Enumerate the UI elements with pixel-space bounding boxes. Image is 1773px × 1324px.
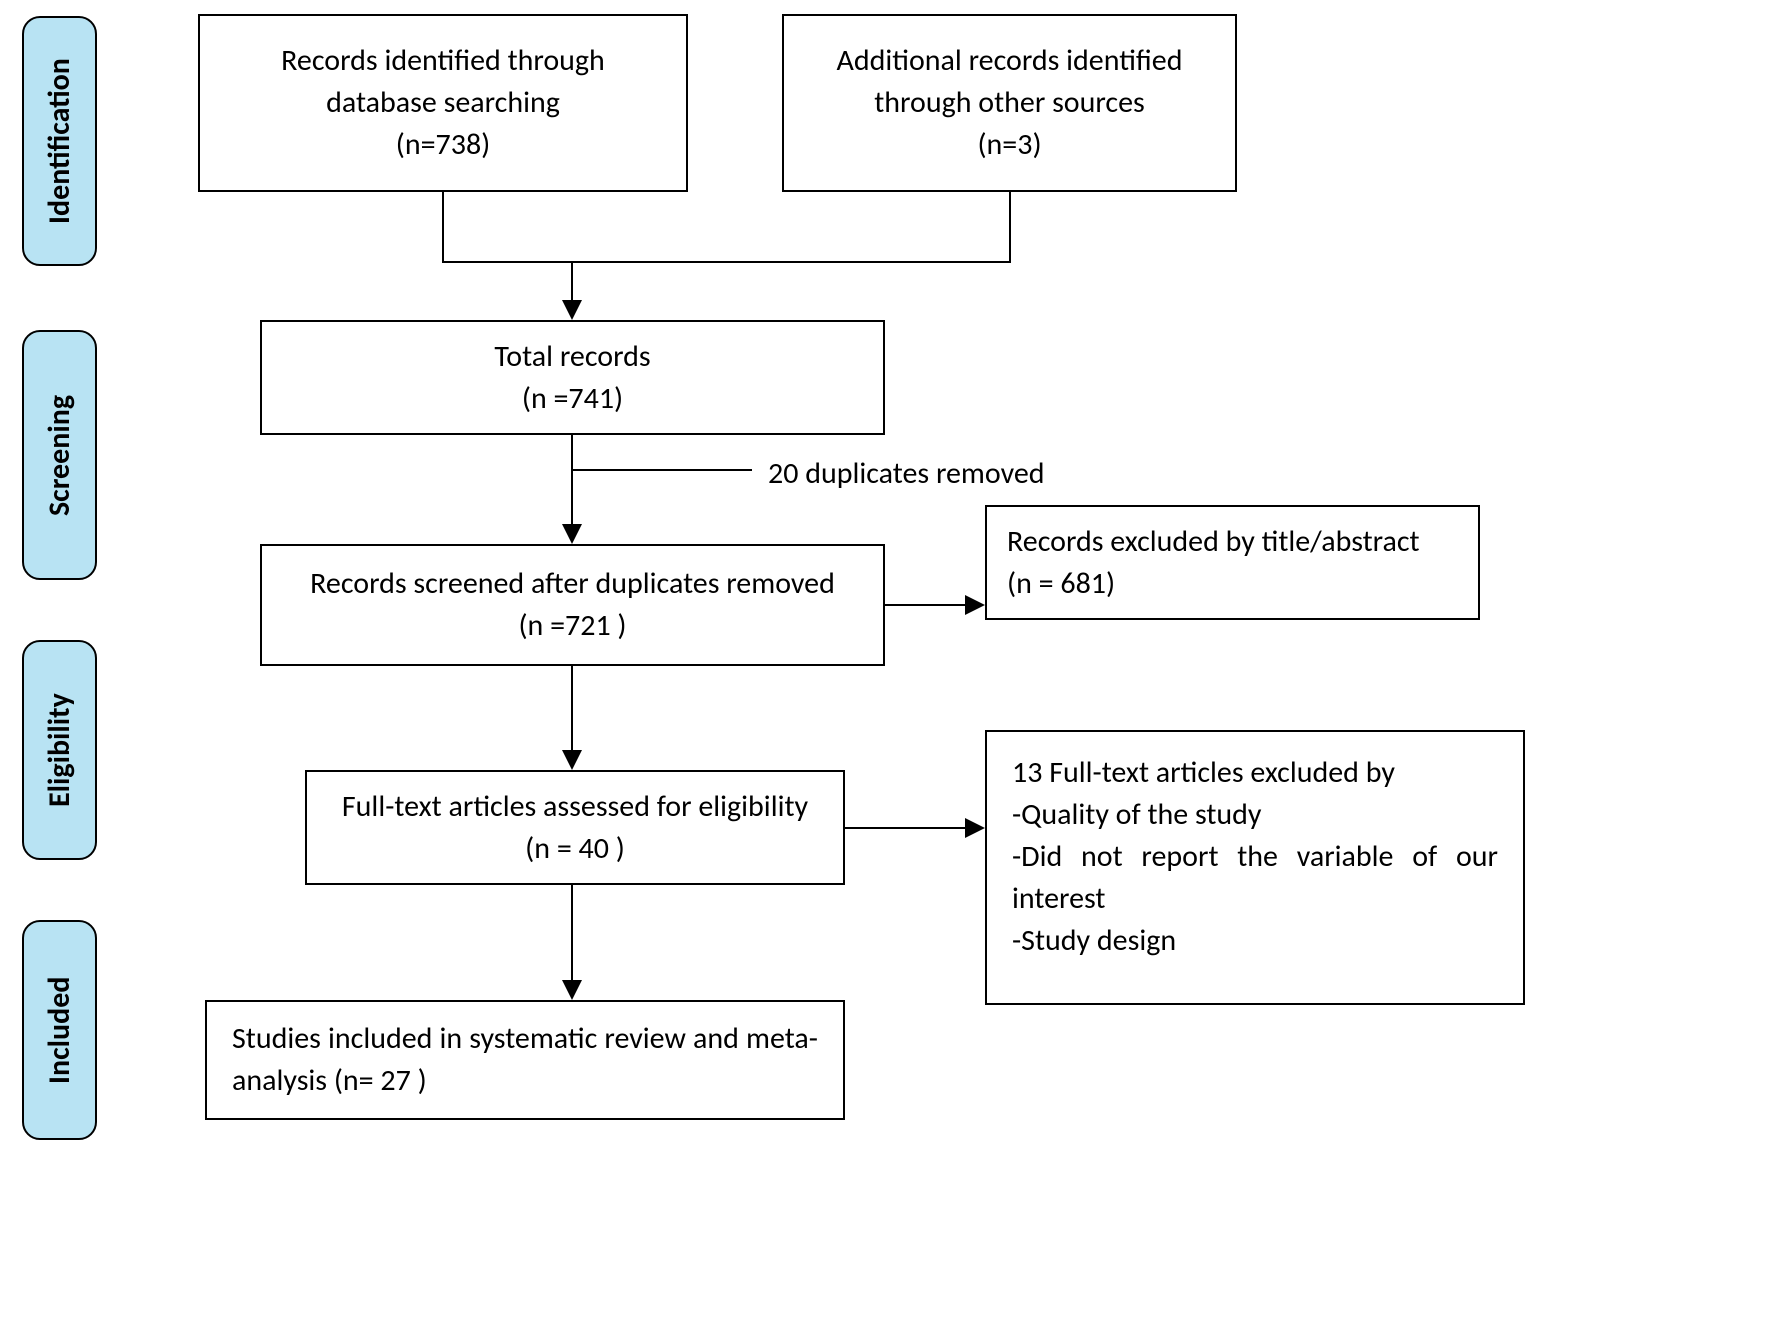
node-line: 13 Full-text articles excluded by xyxy=(1012,752,1498,794)
phase-label-screening: Screening xyxy=(22,330,97,580)
node-excluded-fulltext: 13 Full-text articles excluded by -Quali… xyxy=(985,730,1525,1005)
node-line: -Quality of the study xyxy=(1012,794,1498,836)
annotation-text: 20 duplicates removed xyxy=(768,455,1045,492)
node-line: (n = 681) xyxy=(1007,563,1115,605)
phase-label-eligibility: Eligibility xyxy=(22,640,97,860)
node-line: (n=3) xyxy=(977,124,1041,166)
node-line: -Study design xyxy=(1012,920,1498,962)
node-line: (n =721 ) xyxy=(518,605,626,647)
flowchart-canvas: Identification Screening Eligibility Inc… xyxy=(0,0,1773,1324)
phase-text: Included xyxy=(41,976,78,1083)
node-other-sources: Additional records identified through ot… xyxy=(782,14,1237,192)
phase-label-identification: Identification xyxy=(22,16,97,266)
node-line: Additional records identified xyxy=(836,40,1182,82)
node-line: through other sources xyxy=(874,82,1145,124)
node-included-studies: Studies included in systematic review an… xyxy=(205,1000,845,1120)
phase-text: Screening xyxy=(41,394,78,515)
node-line: database searching xyxy=(326,82,560,124)
node-line: Records screened after duplicates remove… xyxy=(310,563,835,605)
node-line: (n =741) xyxy=(522,378,623,420)
edge-db-total xyxy=(443,192,572,316)
node-excluded-title: Records excluded by title/abstract (n = … xyxy=(985,505,1480,620)
node-line: -Did not report the variable of our inte… xyxy=(1012,836,1498,920)
phase-text: Identification xyxy=(41,58,78,224)
edge-other-total xyxy=(572,192,1010,262)
node-screened: Records screened after duplicates remove… xyxy=(260,544,885,666)
node-line: Records excluded by title/abstract xyxy=(1007,521,1420,563)
node-line: Total records xyxy=(494,336,650,378)
node-line: (n = 40 ) xyxy=(525,828,625,870)
node-database-search: Records identified through database sear… xyxy=(198,14,688,192)
phase-text: Eligibility xyxy=(41,693,78,807)
node-line: (n=738) xyxy=(396,124,491,166)
node-total-records: Total records (n =741) xyxy=(260,320,885,435)
node-line: Records identified through xyxy=(281,40,605,82)
node-line: Studies included in systematic review an… xyxy=(232,1018,818,1102)
phase-label-included: Included xyxy=(22,920,97,1140)
node-fulltext: Full-text articles assessed for eligibil… xyxy=(305,770,845,885)
annotation-duplicates-removed: 20 duplicates removed xyxy=(768,455,1045,492)
node-line: Full-text articles assessed for eligibil… xyxy=(342,786,808,828)
